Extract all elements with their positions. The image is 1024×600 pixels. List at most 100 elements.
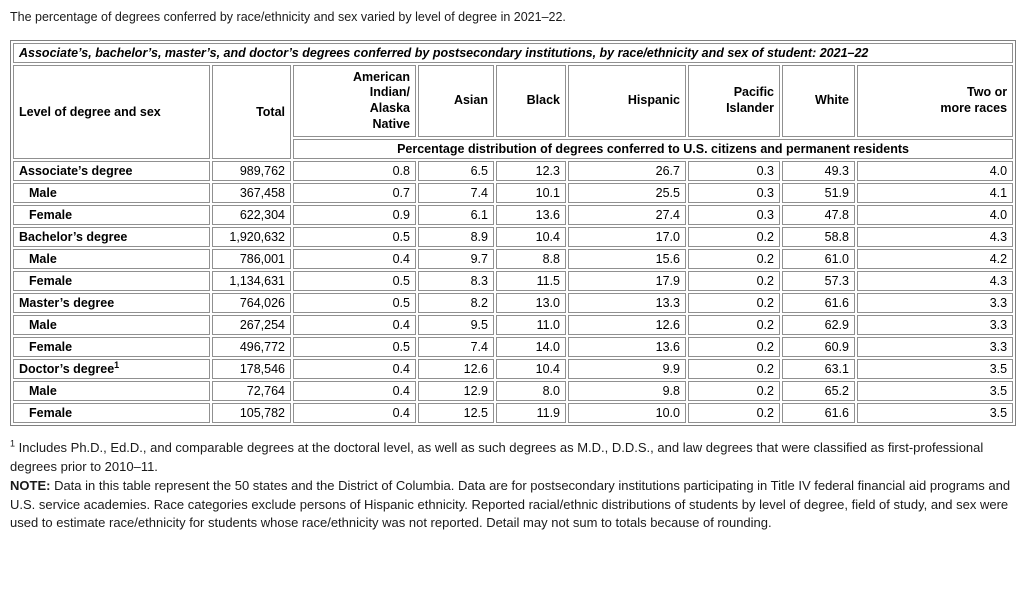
percentage-value: 4.0 — [857, 205, 1014, 225]
row-label: Female — [13, 403, 210, 423]
percentage-value: 11.0 — [496, 315, 566, 335]
percentage-value: 49.3 — [782, 161, 855, 181]
table-subheader-row: Percentage distribution of degrees confe… — [13, 139, 1014, 159]
percentage-value: 9.5 — [418, 315, 494, 335]
percentage-value: 8.8 — [496, 249, 566, 269]
percentage-value: 58.8 — [782, 227, 855, 247]
percentage-value: 63.1 — [782, 359, 855, 379]
percentage-value: 4.0 — [857, 161, 1014, 181]
percentage-value: 12.6 — [418, 359, 494, 379]
percentage-value: 17.9 — [568, 271, 686, 291]
percentage-value: 14.0 — [496, 337, 566, 357]
percentage-value: 0.9 — [293, 205, 416, 225]
percentage-value: 0.4 — [293, 359, 416, 379]
percentage-value: 61.6 — [782, 293, 855, 313]
percentage-value: 10.4 — [496, 227, 566, 247]
total-value: 178,546 — [212, 359, 291, 379]
row-label: Female — [13, 205, 210, 225]
row-label: Bachelor’s degree — [13, 227, 210, 247]
percentage-value: 12.5 — [418, 403, 494, 423]
percentage-value: 0.4 — [293, 249, 416, 269]
percentage-value: 4.1 — [857, 183, 1014, 203]
percentage-value: 0.3 — [688, 183, 780, 203]
col-header-level-of-degree-and-sex: Level of degree and sex — [13, 65, 210, 159]
percentage-value: 6.1 — [418, 205, 494, 225]
col-header-two-or-more-races: Two or more races — [857, 65, 1014, 137]
col-header-hispanic: Hispanic — [568, 65, 686, 137]
percentage-value: 60.9 — [782, 337, 855, 357]
percentage-value: 0.4 — [293, 403, 416, 423]
total-value: 496,772 — [212, 337, 291, 357]
percentage-value: 17.0 — [568, 227, 686, 247]
intro-text: The percentage of degrees conferred by r… — [10, 10, 566, 24]
percentage-value: 8.9 — [418, 227, 494, 247]
total-value: 1,134,631 — [212, 271, 291, 291]
percentage-value: 57.3 — [782, 271, 855, 291]
percentage-value: 27.4 — [568, 205, 686, 225]
percentage-value: 3.3 — [857, 315, 1014, 335]
table-row: Female 105,782 0.4 12.5 11.9 10.0 0.2 61.6 3.5 — [13, 403, 1014, 423]
percentage-value: 0.2 — [688, 227, 780, 247]
percentage-value: 11.9 — [496, 403, 566, 423]
percentage-value: 0.2 — [688, 249, 780, 269]
percentage-value: 8.2 — [418, 293, 494, 313]
footnotes: 1 Includes Ph.D., Ed.D., and comparable … — [10, 439, 1014, 533]
table-title: Associate’s, bachelor’s, master’s, and d… — [13, 43, 1014, 63]
percentage-value: 7.4 — [418, 337, 494, 357]
col-header-pacific-islander: Pacific Islander — [688, 65, 780, 137]
percentage-value: 0.5 — [293, 337, 416, 357]
percentage-value: 0.5 — [293, 227, 416, 247]
note: NOTE: Data in this table represent the 5… — [10, 477, 1014, 534]
percentage-value: 3.5 — [857, 381, 1014, 401]
percentage-value: 12.3 — [496, 161, 566, 181]
total-value: 367,458 — [212, 183, 291, 203]
percentage-value: 0.2 — [688, 403, 780, 423]
percentage-value: 4.3 — [857, 227, 1014, 247]
percentage-value: 3.3 — [857, 293, 1014, 313]
row-label: Female — [13, 271, 210, 291]
percentage-value: 3.5 — [857, 403, 1014, 423]
total-value: 786,001 — [212, 249, 291, 269]
percentage-value: 4.3 — [857, 271, 1014, 291]
percentage-value: 47.8 — [782, 205, 855, 225]
percentage-value: 9.9 — [568, 359, 686, 379]
percentage-value: 12.6 — [568, 315, 686, 335]
row-label: Associate’s degree — [13, 161, 210, 181]
percentage-value: 4.2 — [857, 249, 1014, 269]
note-text: Data in this table represent the 50 stat… — [10, 477, 1011, 531]
percentage-value: 9.7 — [418, 249, 494, 269]
footnote-1: 1 Includes Ph.D., Ed.D., and comparable … — [10, 439, 1014, 477]
percentage-value: 13.3 — [568, 293, 686, 313]
note-label: NOTE: — [10, 477, 51, 493]
percentage-value: 0.2 — [688, 359, 780, 379]
percentage-value: 8.3 — [418, 271, 494, 291]
table-row: Female 1,134,631 0.5 8.3 11.5 17.9 0.2 57.3 4.3 — [13, 271, 1014, 291]
row-label: Master’s degree — [13, 293, 210, 313]
percentage-value: 10.4 — [496, 359, 566, 379]
percentage-value: 0.4 — [293, 381, 416, 401]
percentage-value: 25.5 — [568, 183, 686, 203]
percentage-value: 12.9 — [418, 381, 494, 401]
row-label: Doctor’s degree1 — [13, 359, 210, 379]
percentage-value: 0.4 — [293, 315, 416, 335]
percentage-value: 0.2 — [688, 271, 780, 291]
percentage-value: 0.2 — [688, 381, 780, 401]
table-header-row: Level of degree and sex Total American I… — [13, 65, 1014, 159]
table-row: Master’s degree 764,026 0.5 8.2 13.0 13.3 0.2 6… — [13, 293, 1014, 313]
total-value: 267,254 — [212, 315, 291, 335]
table-row: Bachelor’s degree 1,920,632 0.5 8.9 10.4 17.0… — [13, 227, 1014, 247]
total-value: 105,782 — [212, 403, 291, 423]
percentage-value: 61.6 — [782, 403, 855, 423]
percentage-value: 3.3 — [857, 337, 1014, 357]
col-header-white: White — [782, 65, 855, 137]
percentage-value: 13.6 — [568, 337, 686, 357]
row-label: Male — [13, 183, 210, 203]
percentage-value: 0.3 — [688, 205, 780, 225]
percentage-value: 51.9 — [782, 183, 855, 203]
percentage-value: 0.8 — [293, 161, 416, 181]
percentage-value: 0.3 — [688, 161, 780, 181]
table-row: Male 72,764 0.4 12.9 8.0 9.8 0.2 65.2 3.5 — [13, 381, 1014, 401]
percentage-value: 26.7 — [568, 161, 686, 181]
table-row: Doctor’s degree1 178,546 0.4 12.6 10.4 9.9 0.2… — [13, 359, 1014, 379]
